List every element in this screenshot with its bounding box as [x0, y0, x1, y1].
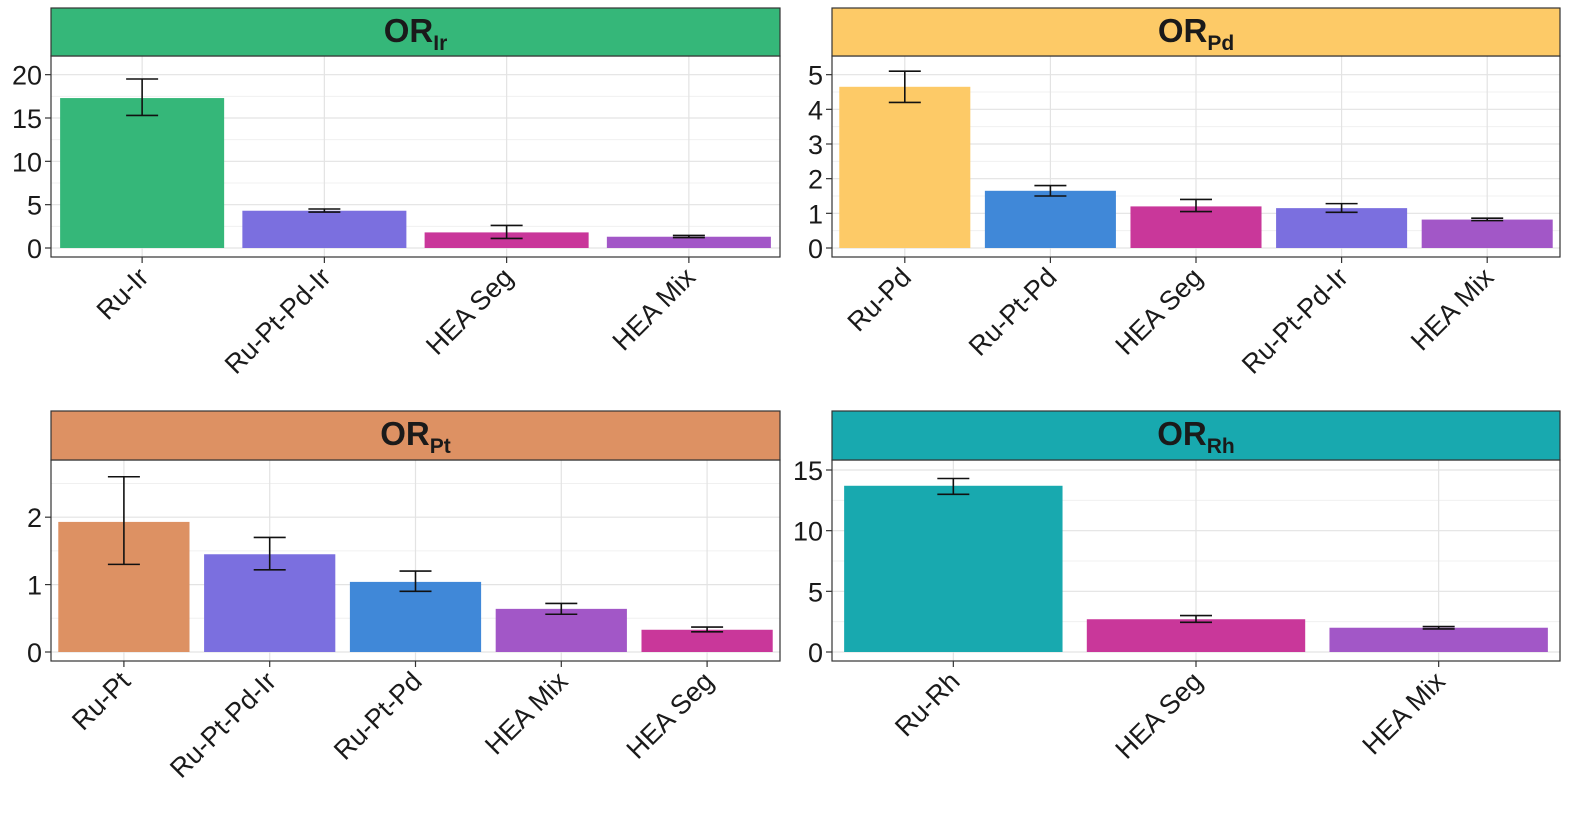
- bar-hea-seg: [1086, 619, 1306, 652]
- error-bar: [490, 224, 523, 240]
- y-tick-label: 2: [27, 503, 42, 533]
- y-tick-label: 5: [27, 191, 42, 221]
- y-tick-label: 20: [12, 61, 42, 91]
- bar-hea-seg: [1130, 206, 1262, 248]
- bar-ru-pt-pd-ir: [1276, 208, 1408, 248]
- bar-ru-ir: [60, 98, 225, 248]
- bar-hea-mix: [606, 236, 771, 248]
- facet-title-subscript: Pd: [1207, 32, 1234, 55]
- y-tick-label: 15: [12, 104, 42, 134]
- x-tick-label: Ru-Pt-Pd-Ir: [219, 262, 337, 380]
- facet-strip: [50, 410, 781, 461]
- facet-title-subscript: Rh: [1207, 435, 1235, 458]
- bar-ru-pd: [839, 86, 971, 248]
- error-bar: [399, 570, 432, 593]
- y-tick-label: 0: [27, 638, 42, 668]
- x-tick-label: Ru-Pt-Pd: [328, 666, 428, 766]
- x-tick-label: HEA Mix: [607, 262, 702, 357]
- x-tick-label: HEA Mix: [1405, 262, 1500, 357]
- error-bar: [691, 626, 724, 633]
- x-tick-label: HEA Mix: [1356, 666, 1451, 761]
- y-tick-label: 2: [808, 165, 823, 195]
- y-tick-label: 10: [793, 517, 823, 547]
- error-bar: [545, 602, 578, 616]
- bar-hea-mix: [1421, 219, 1553, 248]
- y-tick-label: 1: [27, 571, 42, 601]
- error-bar: [126, 78, 159, 117]
- bar-hea-seg: [424, 232, 589, 248]
- y-tick-label: 4: [808, 95, 823, 125]
- error-bar: [1180, 198, 1212, 213]
- x-tick-label: Ru-Pt: [66, 666, 136, 736]
- x-tick-label: HEA Mix: [479, 666, 574, 761]
- x-tick-label: HEA Seg: [1110, 262, 1209, 361]
- error-bar: [888, 70, 921, 104]
- error-bar: [937, 477, 970, 496]
- bar-ru-pt-pd-ir: [242, 210, 407, 248]
- y-tick-label: 10: [12, 147, 42, 177]
- y-tick-label: 15: [793, 456, 823, 486]
- bar-ru-rh: [844, 485, 1063, 652]
- y-tick-label: 3: [808, 130, 823, 160]
- facet-title-subscript: Pt: [430, 435, 451, 458]
- error-bar: [308, 208, 341, 213]
- facet-strip: [50, 7, 781, 57]
- error-bar: [253, 536, 286, 571]
- facet-strip: [831, 410, 1561, 461]
- x-tick-label: Ru-Rh: [889, 666, 965, 742]
- x-tick-label: Ru-Pt-Pd-Ir: [1236, 262, 1354, 380]
- bar-hea-mix: [495, 608, 627, 652]
- x-tick-label: Ru-Ir: [91, 262, 155, 326]
- error-bar: [1034, 184, 1067, 197]
- x-tick-label: HEA Seg: [420, 262, 519, 361]
- bar-hea-mix: [1329, 627, 1548, 652]
- bar-ru-pt-pd: [984, 190, 1116, 248]
- y-tick-label: 5: [808, 577, 823, 607]
- y-tick-label: 0: [808, 638, 823, 668]
- x-tick-label: Ru-Pt-Pd: [963, 262, 1063, 362]
- facet-title-subscript: Ir: [433, 32, 447, 55]
- error-bar: [107, 475, 140, 566]
- x-tick-label: Ru-Pt-Pd-Ir: [164, 666, 282, 784]
- y-tick-label: 0: [808, 234, 823, 264]
- bar-ru-pt-pd: [349, 581, 482, 652]
- error-bar: [1422, 625, 1455, 630]
- error-bar: [672, 234, 705, 239]
- bar-hea-seg: [641, 629, 773, 652]
- x-tick-label: HEA Seg: [1110, 666, 1209, 765]
- error-bar: [1180, 614, 1212, 624]
- y-tick-label: 5: [808, 61, 823, 91]
- y-tick-label: 1: [808, 199, 823, 229]
- error-bar: [1325, 202, 1358, 214]
- y-tick-label: 0: [27, 234, 42, 264]
- x-tick-label: HEA Seg: [621, 666, 720, 765]
- x-tick-label: Ru-Pd: [842, 262, 917, 337]
- error-bar: [1471, 217, 1504, 222]
- facet-strip: [831, 7, 1561, 57]
